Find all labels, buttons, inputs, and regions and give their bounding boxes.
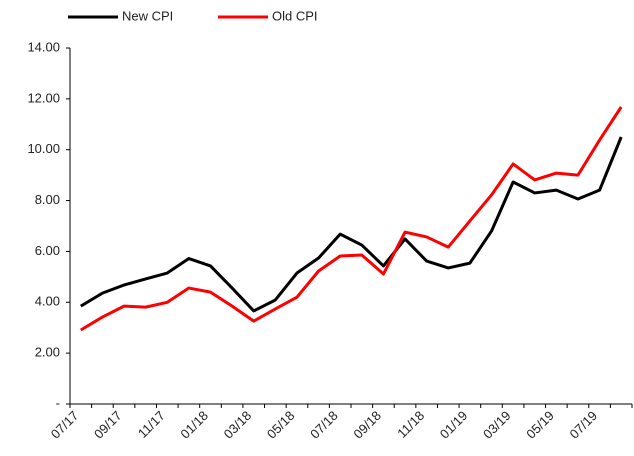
- y-tick-label: 2.00: [35, 345, 60, 360]
- y-tick-label: 10.00: [27, 141, 60, 156]
- x-tick-label: 11/17: [135, 408, 168, 441]
- x-tick-label: 07/17: [48, 408, 82, 442]
- x-tick-label: 03/18: [221, 408, 255, 442]
- legend-label: New CPI: [122, 8, 173, 23]
- x-tick-label: 03/19: [480, 408, 514, 442]
- y-tick-label: 8.00: [35, 192, 60, 207]
- y-tick-label: 4.00: [35, 294, 60, 309]
- legend-label: Old CPI: [272, 8, 318, 23]
- x-tick-label: 07/19: [567, 408, 601, 442]
- series-line: [80, 106, 623, 332]
- x-tick-label: 09/17: [91, 408, 125, 442]
- y-tick-label: 14.00: [27, 39, 60, 54]
- x-tick-label: 01/19: [437, 408, 471, 442]
- x-tick-label: 05/19: [523, 408, 557, 442]
- y-tick-label: -: [56, 395, 60, 410]
- y-tick-label: 12.00: [27, 90, 60, 105]
- x-tick-label: 05/18: [264, 408, 298, 442]
- x-tick-label: 07/18: [307, 408, 341, 442]
- x-tick-label: 01/18: [177, 408, 211, 442]
- series-line: [80, 136, 623, 313]
- y-tick-label: 6.00: [35, 243, 60, 258]
- x-tick-label: 11/18: [394, 408, 427, 441]
- x-tick-label: 09/18: [350, 408, 384, 442]
